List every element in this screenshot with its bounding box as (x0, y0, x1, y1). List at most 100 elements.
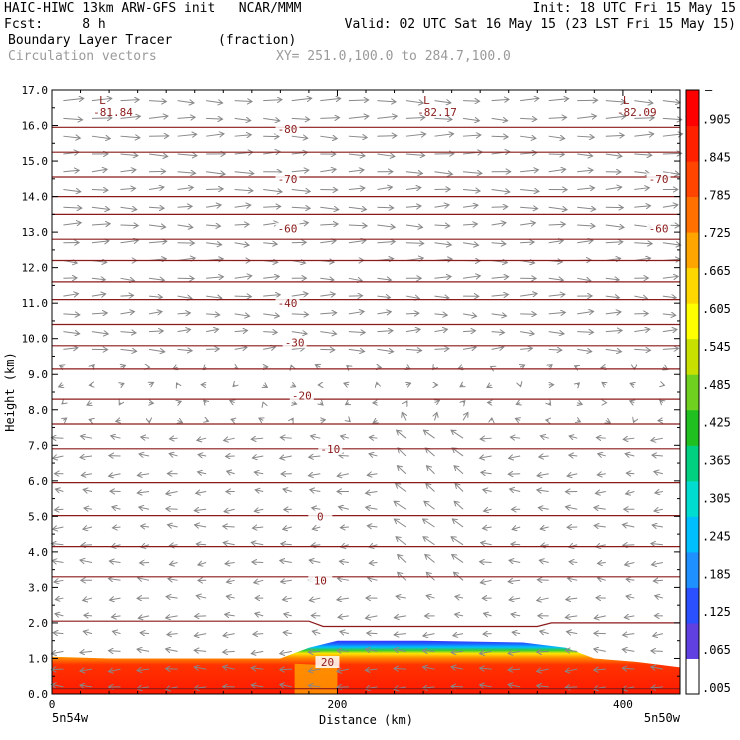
colorbar-segment (686, 480, 699, 517)
circulation-vector (252, 456, 264, 458)
circulation-vector (280, 560, 292, 562)
circulation-vector (634, 329, 649, 331)
circulation-vector (91, 118, 112, 119)
colorbar-segment (686, 196, 699, 233)
circulation-vector (548, 278, 564, 280)
circulation-vector (148, 187, 164, 189)
circulation-vector (463, 401, 465, 403)
circulation-vector (91, 224, 110, 225)
circulation-vector (137, 669, 150, 670)
circulation-vector (540, 436, 549, 438)
colorbar-label: .305 (702, 492, 731, 506)
circulation-vector (451, 667, 464, 669)
circulation-vector (491, 314, 507, 316)
circulation-vector (654, 472, 663, 474)
circulation-vector (320, 332, 336, 334)
colorbar-segment (686, 303, 699, 340)
circulation-vector (630, 401, 635, 403)
circulation-vector (662, 101, 680, 103)
circulation-vector (548, 312, 566, 313)
circulation-vector (366, 507, 378, 509)
contour-label-bg (282, 336, 307, 349)
circulation-vector (177, 187, 194, 189)
circulation-vector (169, 545, 178, 546)
x-tick-label: 200 (328, 698, 348, 711)
y-tick-label: 15.0 (22, 155, 49, 168)
circulation-vector (120, 154, 138, 156)
circulation-vector (320, 241, 336, 243)
circulation-vector (204, 400, 206, 402)
circulation-vector (406, 383, 411, 385)
y-tick-label: 2.0 (28, 617, 48, 630)
circulation-vector (491, 294, 509, 296)
circulation-vector (177, 134, 197, 136)
colorbar-label: .785 (702, 188, 731, 202)
contour-label-bg (308, 574, 333, 587)
circulation-vector (567, 632, 578, 634)
circulation-vector (340, 631, 349, 633)
circulation-vector (51, 438, 64, 439)
circulation-vector (483, 490, 492, 492)
circulation-vector (231, 419, 235, 420)
circulation-vector (454, 466, 464, 475)
circulation-vector (653, 634, 663, 636)
circulation-vector (320, 136, 337, 138)
circulation-vector (80, 560, 93, 562)
circulation-vector (537, 669, 549, 671)
circulation-vector (651, 651, 663, 652)
circulation-vector (291, 242, 306, 243)
vector-field-name: Circulation vectors (8, 49, 157, 64)
circulation-vector (149, 101, 166, 102)
circulation-vector (509, 456, 521, 458)
circulation-vector (312, 631, 321, 633)
circulation-vector (626, 579, 635, 580)
circulation-vector (339, 455, 349, 456)
circulation-vector (89, 419, 92, 420)
circulation-vector (312, 508, 321, 509)
circulation-vector (396, 483, 407, 492)
circulation-vector (537, 474, 549, 476)
circulation-vector (480, 562, 492, 563)
circulation-vector (348, 116, 369, 118)
circulation-vector (626, 491, 635, 493)
circulation-vector (112, 527, 121, 528)
cross-section-range: XY= 251.0,100.0 to 284.7,100.0 (276, 49, 511, 64)
circulation-vector (148, 116, 168, 118)
low-mark: L (423, 94, 430, 107)
colorbar-segment (686, 516, 699, 553)
circulation-vector (540, 527, 549, 529)
circulation-vector (92, 365, 94, 367)
y-tick-label: 12.0 (22, 262, 49, 275)
circulation-vector (113, 631, 121, 633)
circulation-vector (63, 294, 78, 296)
circulation-vector (308, 685, 321, 687)
circulation-vector (423, 667, 435, 669)
circulation-vector (148, 278, 164, 280)
circulation-vector (405, 117, 425, 118)
low-value: -81.84 (93, 106, 133, 119)
circulation-vector (426, 466, 435, 475)
circulation-vector (194, 650, 207, 651)
circulation-vector (226, 596, 235, 598)
circulation-vector (338, 616, 349, 618)
circulation-vector (320, 207, 338, 209)
circulation-vector (291, 118, 310, 119)
field-units: (fraction) (218, 33, 297, 48)
circulation-vector (197, 438, 207, 440)
circulation-vector (577, 225, 595, 226)
circulation-vector (291, 207, 310, 208)
field-name: Boundary Layer Tracer (8, 33, 173, 48)
circulation-vector (138, 578, 150, 580)
circulation-vector (254, 580, 264, 582)
circulation-vector (594, 649, 606, 651)
circulation-vector (120, 100, 140, 101)
circulation-vector (234, 243, 249, 245)
circulation-vector (397, 466, 407, 475)
circulation-vector (81, 436, 93, 438)
circulation-vector (454, 501, 464, 510)
circulation-vector (423, 634, 435, 636)
circulation-vector (148, 349, 165, 351)
circulation-vector (377, 101, 396, 102)
circulation-vector (320, 420, 325, 421)
